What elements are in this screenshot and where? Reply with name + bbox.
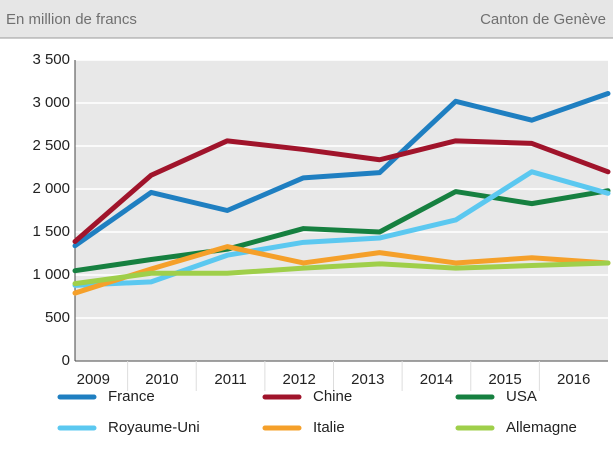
legend-label: Chine <box>313 388 352 405</box>
x-tick-label: 2011 <box>214 371 246 388</box>
y-tick-label: 1 500 <box>32 223 70 240</box>
series-line <box>72 188 611 274</box>
x-tick-label: 2009 <box>77 371 110 388</box>
legend-label: France <box>108 388 155 405</box>
legend-label: USA <box>506 388 537 405</box>
series-line <box>72 260 611 287</box>
subtitle: En million de francs <box>6 11 137 28</box>
x-tick-label: 2014 <box>420 371 453 388</box>
legend-label: Royaume-Uni <box>108 419 200 436</box>
y-tick-label: 1 000 <box>32 266 70 283</box>
y-tick-label: 0 <box>62 352 70 369</box>
x-tick-label: 2012 <box>283 371 316 388</box>
y-tick-label: 3 500 <box>32 51 70 68</box>
y-tick-label: 3 000 <box>32 94 70 111</box>
x-tick-label: 2015 <box>488 371 521 388</box>
y-tick-label: 2 000 <box>32 180 70 197</box>
series-line <box>72 91 611 249</box>
x-tick-label: 2010 <box>145 371 178 388</box>
source: Canton de Genève <box>480 11 606 28</box>
series-line <box>72 244 611 296</box>
legend-label: Italie <box>313 419 345 436</box>
x-tick-label: 2013 <box>351 371 384 388</box>
y-tick-label: 2 500 <box>32 137 70 154</box>
series-line <box>72 169 611 288</box>
plot-bg <box>75 60 608 361</box>
series-line <box>72 138 611 244</box>
y-tick-label: 500 <box>45 309 70 326</box>
header-bg <box>0 0 613 38</box>
legend-label: Allemagne <box>506 419 577 436</box>
x-tick-label: 2016 <box>557 371 590 388</box>
